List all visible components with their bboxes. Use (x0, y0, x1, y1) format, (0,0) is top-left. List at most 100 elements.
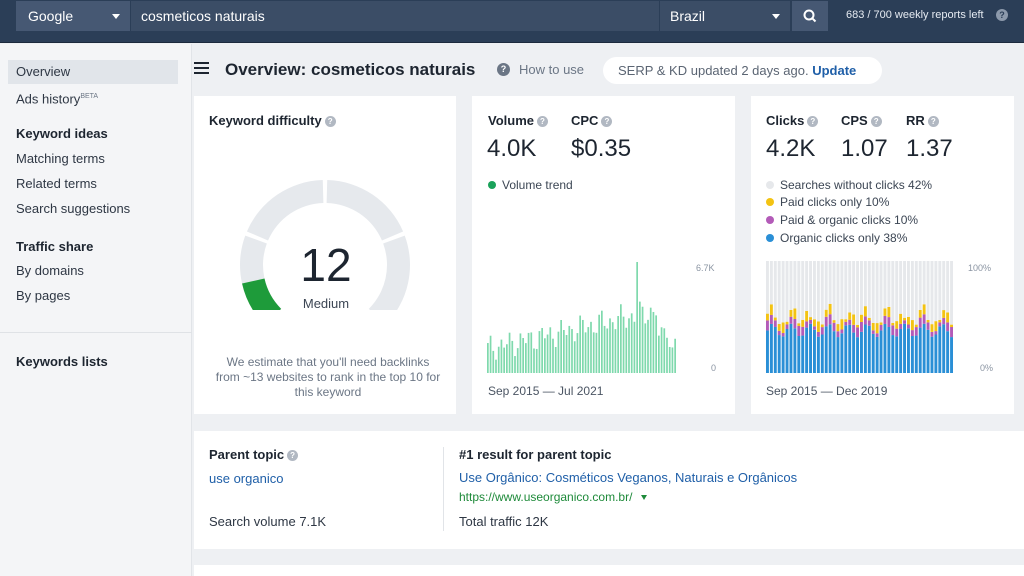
sidebar-item-keywords-lists[interactable]: Keywords lists (16, 354, 108, 369)
help-icon[interactable]: ? (287, 450, 299, 461)
help-icon[interactable]: ? (537, 116, 548, 127)
clicks-bar-segment (930, 336, 934, 373)
sidebar-item-label: By pages (16, 288, 71, 303)
clicks-bar-segment (793, 318, 797, 329)
search-engine-select[interactable]: Google (16, 1, 130, 31)
volume-bar (525, 343, 527, 373)
how-to-use-link[interactable]: How to use (519, 62, 585, 77)
clicks-bar-segment (828, 324, 832, 373)
clicks-bar-segment (875, 323, 879, 334)
sidebar-item-ads-history[interactable]: Ads historyBETA (8, 85, 178, 109)
caret-down-icon[interactable] (640, 495, 647, 500)
clicks-bar-segment (766, 330, 769, 373)
clicks-bar-segment (766, 261, 769, 314)
help-icon[interactable]: ? (324, 116, 336, 127)
volume-bar (508, 332, 511, 373)
clicks-bar-segment (910, 330, 914, 336)
clicks-bar-segment (816, 331, 820, 337)
clicks-bar-segment (809, 317, 812, 320)
update-status-pill: SERP & KD updated 2 days ago. Update (603, 57, 882, 84)
parent-topic-link[interactable]: use organico (209, 471, 284, 486)
clicks-bar-segment (785, 324, 789, 329)
clicks-bar-segment (903, 320, 906, 324)
clicks-bar-segment (828, 303, 832, 315)
card-title-label: CPC (571, 113, 599, 128)
clicks-bar-segment (820, 324, 824, 328)
top-result-url[interactable]: https://www.useorganico.com.br/ (459, 490, 633, 504)
clicks-bar-segment (832, 322, 836, 332)
clicks-bar-segment (922, 314, 926, 324)
clicks-bar-segment (813, 319, 816, 327)
clicks-bar-segment (844, 321, 848, 326)
sidebar-item-by-domains[interactable]: By domains (8, 259, 178, 283)
rr-value: 1.37 (906, 135, 953, 162)
help-icon[interactable]: ? (996, 9, 1008, 21)
sidebar-item-label: Overview (16, 64, 71, 79)
legend-dot (766, 216, 774, 224)
volume-bar (557, 331, 560, 373)
keyword-search-input[interactable] (131, 1, 659, 31)
legend-dot (766, 234, 774, 242)
volume-trend-legend: Volume trend (488, 178, 573, 192)
clicks-bar-segment (785, 328, 789, 373)
clicks-bar-segment (793, 308, 797, 319)
clicks-bar-segment (895, 328, 899, 337)
sidebar-item-related-terms[interactable]: Related terms (8, 172, 178, 196)
sidebar-item-by-pages[interactable]: By pages (8, 284, 178, 308)
clicks-bar-segment (813, 326, 816, 330)
volume-bar (617, 316, 619, 373)
clicks-bar-segment (922, 304, 926, 315)
clicks-bar-segment (848, 261, 852, 313)
top-result-url-row[interactable]: https://www.useorganico.com.br/ (459, 488, 647, 506)
help-icon[interactable]: ? (870, 116, 882, 127)
clicks-bar-segment (871, 322, 875, 331)
sidebar: Overview Ads historyBETA Keyword ideas M… (0, 44, 192, 576)
difficulty-description: We estimate that you'll need backlinks f… (215, 355, 441, 399)
cps-value: 1.07 (841, 135, 888, 162)
clicks-bar-segment (907, 316, 910, 325)
clicks-legend-item: Searches without clicks 42% (766, 178, 932, 192)
help-icon: ? (497, 63, 510, 76)
clicks-bar-segment (926, 329, 930, 373)
clicks-bar-segment (832, 331, 836, 373)
clicks-bar-segment (856, 337, 859, 373)
clicks-bar-segment (950, 261, 953, 325)
clicks-bar-segment (910, 336, 914, 373)
clicks-bar-segment (766, 320, 769, 331)
volume-bar (592, 332, 595, 373)
top-result-link[interactable]: Use Orgânico: Cosméticos Veganos, Natura… (459, 470, 798, 485)
clicks-bar-segment (828, 261, 832, 304)
clicks-bar-segment (883, 315, 887, 324)
sidebar-item-search-suggestions[interactable]: Search suggestions (8, 197, 178, 221)
sidebar-item-overview[interactable]: Overview (8, 60, 178, 84)
help-icon[interactable]: ? (927, 116, 939, 127)
clicks-bar-segment (883, 323, 887, 373)
clicks-bar-segment (895, 261, 899, 322)
search-button[interactable] (792, 1, 828, 31)
clicks-bar-segment (883, 261, 887, 309)
parent-topic-title: Parent topic? (209, 447, 299, 462)
volume-bar (560, 319, 562, 373)
menu-icon[interactable] (194, 62, 209, 74)
update-link[interactable]: Update (812, 63, 857, 78)
country-select[interactable]: Brazil (660, 1, 790, 31)
volume-axis-min: 0 (711, 363, 717, 373)
clicks-bar-segment (801, 326, 805, 336)
clicks-bar-segment (844, 325, 848, 373)
help-icon[interactable]: ? (601, 116, 613, 127)
clicks-bar-segment (922, 323, 926, 373)
help-icon[interactable]: ? (807, 116, 819, 127)
legend-label: Organic clicks only 38% (780, 231, 908, 245)
volume-bar (573, 341, 576, 373)
sidebar-item-matching-terms[interactable]: Matching terms (8, 147, 178, 171)
clicks-bar-segment (914, 335, 918, 373)
search-icon (803, 9, 817, 23)
top-bar: Google Brazil 683 / 700 weekly reports l… (0, 0, 1024, 43)
volume-bar (522, 338, 524, 373)
clicks-bar-segment (918, 309, 922, 318)
clicks-bar-segment (769, 304, 773, 315)
clicks-bar-segment (828, 314, 832, 325)
clicks-bar-segment (879, 324, 883, 331)
clicks-bar-segment (863, 324, 867, 373)
volume-bar (530, 332, 533, 373)
